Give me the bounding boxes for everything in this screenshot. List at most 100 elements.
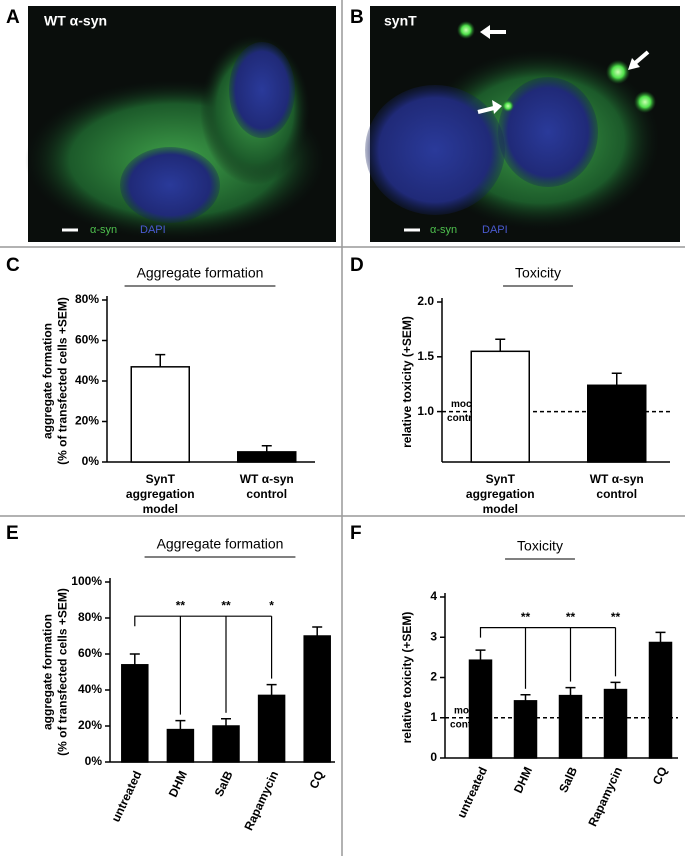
x-tick-label: aggregation	[466, 487, 535, 501]
aggregate	[457, 21, 475, 39]
x-tick-label: SynT	[486, 472, 516, 486]
y-tick-label: 40%	[78, 682, 102, 696]
bar	[468, 659, 493, 759]
error-bar	[266, 683, 277, 696]
significance-label: **	[566, 610, 576, 624]
image-legend: DAPI	[482, 224, 508, 236]
y-tick-label: 60%	[75, 333, 99, 347]
panel-label: E	[6, 523, 19, 544]
x-tick-label: CQ	[306, 769, 326, 791]
error-bar	[495, 338, 506, 352]
bar	[513, 700, 538, 759]
x-tick-label: control	[596, 487, 637, 501]
y-axis-label: relative toxicity (+SEM)	[400, 612, 414, 744]
bar	[648, 641, 673, 759]
bar	[603, 688, 628, 759]
error-bar	[129, 653, 140, 665]
y-tick-label: 3	[430, 629, 437, 643]
error-bar	[221, 718, 231, 726]
arrows	[477, 25, 650, 114]
image-legend: α-syn	[90, 224, 117, 236]
y-tick-label: 60%	[78, 646, 102, 660]
error-bar	[520, 694, 531, 701]
bar	[257, 694, 286, 763]
significance-label: **	[176, 598, 186, 612]
nucleus	[120, 147, 220, 223]
chart-title: Toxicity	[515, 265, 561, 281]
x-tick-label: control	[246, 487, 287, 501]
y-axis-label: (% of transfected cells +SEM)	[56, 297, 70, 465]
nucleus	[498, 77, 598, 187]
error-bar	[655, 631, 666, 643]
y-tick-label: 80%	[75, 292, 99, 306]
y-tick-label: 20%	[78, 718, 102, 732]
y-tick-label: 0%	[85, 754, 103, 768]
panel-label: D	[350, 255, 364, 276]
image-label: synT	[384, 13, 417, 29]
panel-label: B	[350, 7, 364, 28]
bar	[470, 350, 530, 463]
bar	[237, 451, 297, 463]
reference-label: control	[447, 413, 481, 424]
x-tick-label: WT α-syn	[590, 472, 644, 486]
image-legend: DAPI	[140, 224, 166, 236]
x-tick-label: SynT	[146, 472, 176, 486]
error-bar	[610, 681, 621, 690]
nucleus	[229, 42, 295, 138]
y-tick-label: 2	[430, 670, 437, 684]
y-tick-label: 2.0	[417, 294, 434, 308]
x-tick-label: CQ	[650, 765, 670, 787]
aggregate	[606, 60, 630, 84]
error-bar	[475, 649, 486, 661]
y-axis-label: relative toxicity (+SEM)	[400, 316, 414, 448]
chart-title: Aggregate formation	[137, 265, 264, 281]
x-tick-label: aggregation	[126, 487, 195, 501]
x-tick-label: WT α-syn	[240, 472, 294, 486]
y-axis-label: (% of transfected cells +SEM)	[56, 588, 70, 756]
panel-label: F	[350, 523, 362, 544]
y-axis-label: aggregate formation	[41, 614, 55, 730]
nucleus	[365, 85, 505, 215]
y-tick-label: 1.0	[417, 404, 434, 418]
error-bar	[312, 626, 323, 636]
y-tick-label: 4	[430, 589, 437, 603]
y-tick-label: 1.5	[417, 349, 434, 363]
error-bar	[155, 353, 166, 367]
chart-title: Toxicity	[517, 538, 563, 554]
aggregate	[634, 91, 656, 113]
bar	[212, 725, 240, 763]
y-tick-label: 40%	[75, 373, 99, 387]
reference-label: control	[450, 719, 484, 730]
reference-label: mock	[454, 705, 481, 716]
bar	[130, 366, 190, 463]
y-tick-label: 80%	[78, 610, 102, 624]
x-tick-label: model	[483, 502, 518, 516]
error-bar	[611, 372, 622, 386]
significance-label: **	[611, 610, 621, 624]
chart-title: Aggregate formation	[157, 536, 284, 552]
y-tick-label: 0	[430, 750, 437, 764]
bar	[587, 384, 647, 463]
bar	[166, 728, 195, 763]
error-bar	[261, 445, 272, 452]
y-tick-label: 0%	[82, 454, 100, 468]
bar	[558, 694, 583, 759]
panel-label: C	[6, 255, 20, 276]
significance-label: **	[521, 610, 531, 624]
error-bar	[565, 686, 576, 696]
significance-label: *	[269, 598, 274, 612]
y-tick-label: 100%	[71, 574, 102, 588]
bar	[121, 664, 149, 763]
y-tick-label: 1	[430, 710, 437, 724]
x-tick-label: model	[143, 502, 178, 516]
image-label: WT α-syn	[44, 13, 107, 29]
bar	[303, 635, 331, 763]
reference-label: mock	[451, 399, 478, 410]
significance-label: **	[221, 598, 231, 612]
aggregate	[502, 100, 514, 112]
image-legend: α-syn	[430, 224, 457, 236]
panel-label: A	[6, 7, 20, 28]
y-tick-label: 20%	[75, 414, 99, 428]
